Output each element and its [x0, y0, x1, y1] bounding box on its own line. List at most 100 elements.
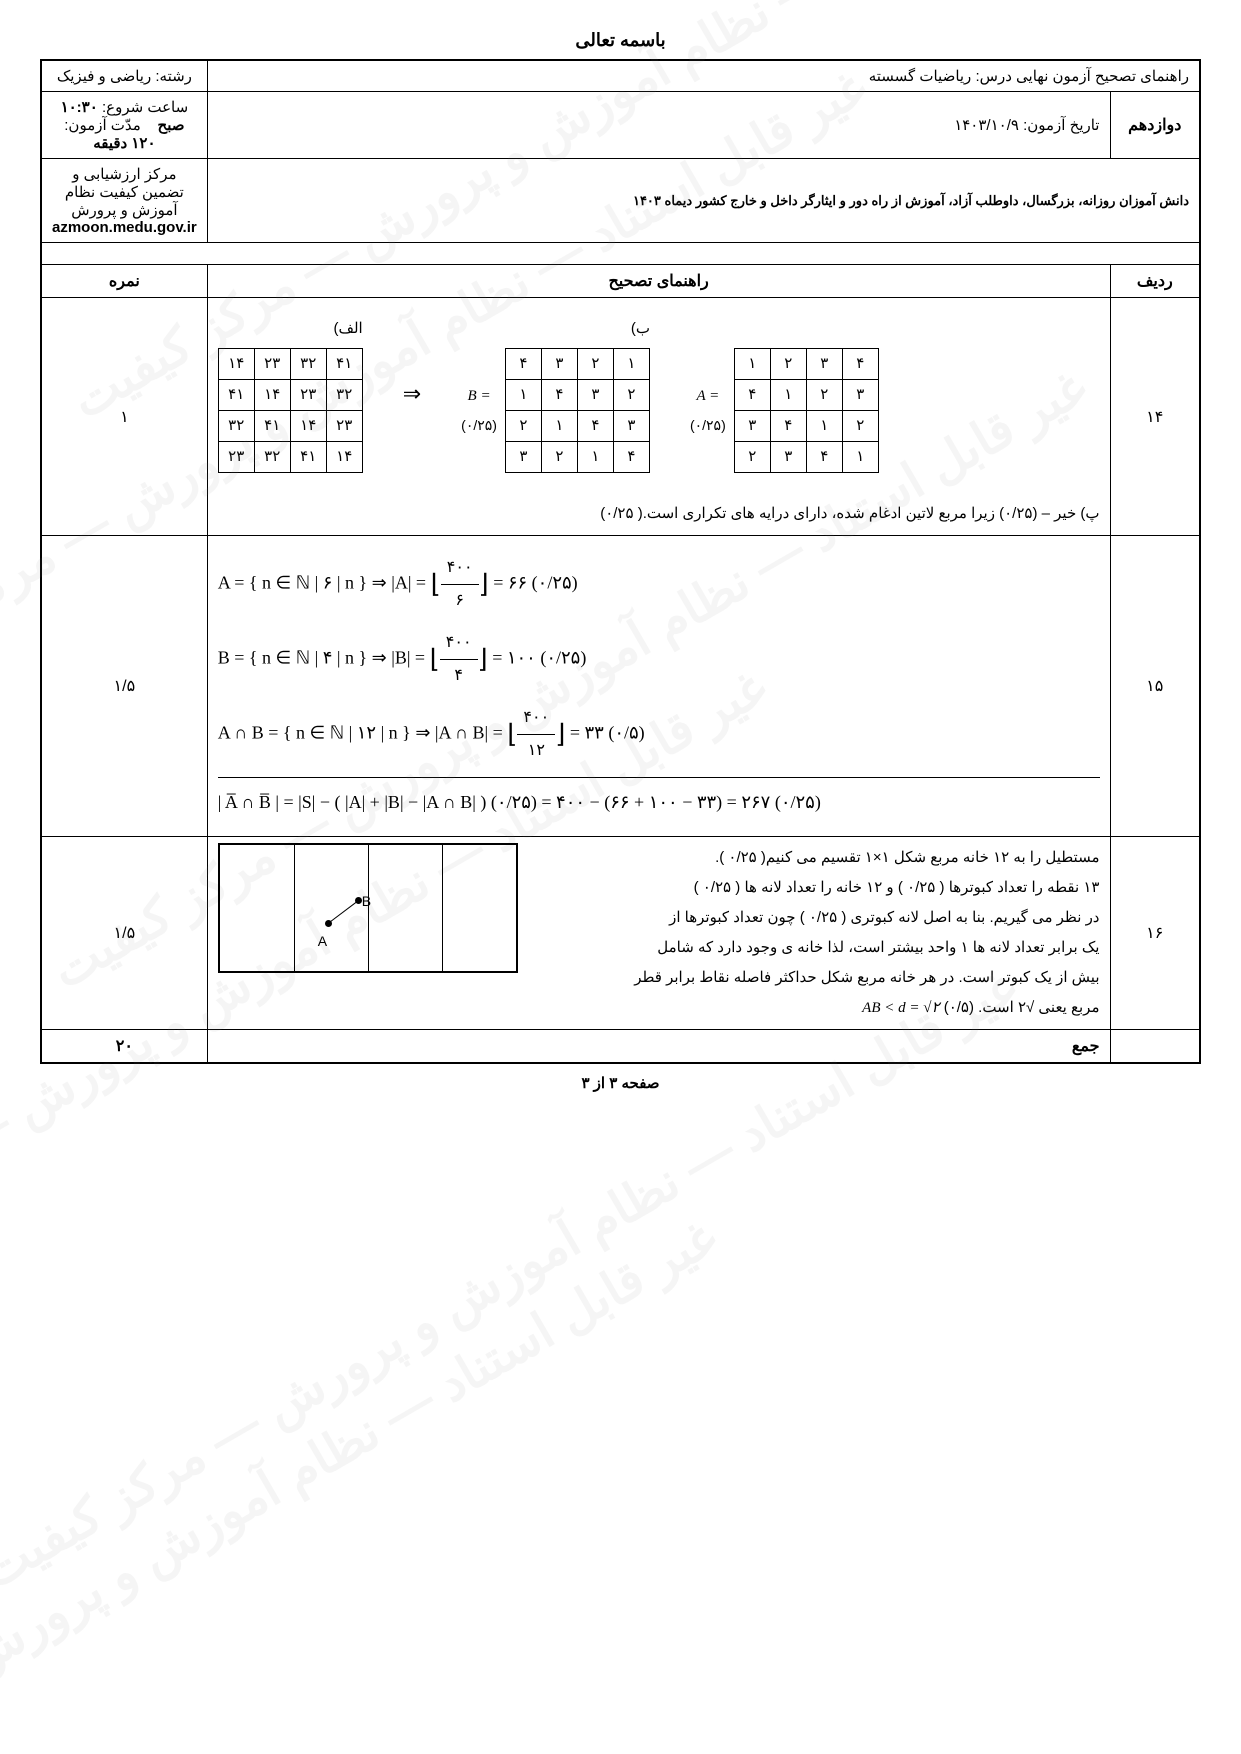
diag-vline [442, 845, 443, 971]
exam-sheet-table: راهنمای تصحیح آزمون نهایی درس: ریاضیات گ… [40, 59, 1201, 1064]
col-header-score: نمره [41, 265, 207, 298]
q14-part-a-block: الف) ۱۴۲۳۳۲۴۱۴۱۱۴۲۳۳۲۳۲۴۱۱۴۲۳۲۳۳۲۴۱۱۴ [218, 314, 363, 473]
header-subject: رشته: ریاضی و فیزیک [41, 60, 207, 92]
duration-label: مدّت آزمون: [64, 117, 141, 134]
q15-score: ۱/۵ [41, 536, 207, 837]
matrix-cell: ۲ [806, 380, 842, 411]
matrix-cell: ۲ [613, 380, 649, 411]
footer-total: ۲۰ [41, 1030, 207, 1064]
matrix-cell: ۳ [505, 442, 541, 473]
matrix-cell: ۱ [806, 411, 842, 442]
A-pts: (۰/۲۵) [690, 417, 726, 433]
q15-l1-num: ۴۰۰ [441, 552, 479, 585]
page-top-title: باسمه تعالی [40, 30, 1201, 51]
q14-matrices: الف) ۱۴۲۳۳۲۴۱۴۱۱۴۲۳۳۲۳۲۴۱۱۴۲۳۲۳۳۲۴۱۱۴ ⇒ … [218, 304, 1100, 483]
matrix-B: ۴۳۲۱۱۴۳۲۲۱۴۳۳۲۱۴ [505, 348, 650, 473]
matrix-cell: ۱ [505, 380, 541, 411]
page-number: صفحه ۳ از ۳ [40, 1074, 1201, 1092]
matrix-cell: ۱ [734, 349, 770, 380]
matrix-cell: ۲ [734, 442, 770, 473]
matrix-cell: ۱۴ [326, 442, 362, 473]
A-eq: A = [696, 388, 719, 404]
q14-A-label: A = (۰/۲۵) [690, 381, 726, 441]
q15-l2-den: ۴ [440, 660, 478, 692]
matrix-cell: ۱ [770, 380, 806, 411]
q14-A-block: A = (۰/۲۵) ۱۲۳۴۴۱۲۳۳۴۱۲۲۳۴۱ [690, 348, 879, 473]
guide-title-text: راهنمای تصحیح آزمون نهایی درس: ریاضیات گ… [869, 68, 1189, 85]
q15-l3-pre: A ∩ B = { n ∈ ℕ | ۱۲ | n } ⇒ |A ∩ B| = [218, 723, 508, 743]
matrix-cell: ۳ [842, 380, 878, 411]
center-name: مرکز ارزشیابی و تضمین کیفیت نظام آموزش و… [52, 165, 197, 219]
q14-B-block: B = (۰/۲۵) ۴۳۲۱۱۴۳۲۲۱۴۳۳۲۱۴ [461, 348, 650, 473]
matrix-cell: ۱۴ [254, 380, 290, 411]
matrix-cell: ۳ [613, 411, 649, 442]
header-center-cell: مرکز ارزشیابی و تضمین کیفیت نظام آموزش و… [41, 159, 207, 243]
q14-score: ۱ [41, 298, 207, 536]
q15-line1: A = { n ∈ ℕ | ۶ | n } ⇒ |A| = ⌊۴۰۰۶⌋ = ۶… [218, 552, 1100, 617]
header-students: دانش آموزان روزانه، بزرگسال، داوطلب آزاد… [207, 159, 1200, 243]
q14-row-num: ۱۴ [1110, 298, 1200, 536]
q15-l1-post: = ۶۶ (۰/۲۵) [493, 573, 577, 593]
header-grade: دوازدهم [1110, 92, 1200, 159]
q16-t5: بیش از یک کبوتر است. در هر خانه مربع شکل… [538, 963, 1100, 993]
matrix-cell: ۱ [842, 442, 878, 473]
exam-date-label: تاریخ آزمون: [1023, 117, 1099, 134]
q15-line4: | A̅ ∩ B̅ | = |S| − ( |A| + |B| − |A ∩ B… [218, 777, 1100, 820]
q15-line2: B = { n ∈ ℕ | ۴ | n } ⇒ |B| = ⌊۴۰۰۴⌋ = ۱… [218, 627, 1100, 692]
matrix-cell: ۱ [577, 442, 613, 473]
matrix-cell: ۳ [734, 411, 770, 442]
matrix-cell: ۲ [505, 411, 541, 442]
matrix-cell: ۲۳ [254, 349, 290, 380]
q16-t4: یک برابر تعداد لانه ها ۱ واحد بیشتر است،… [538, 933, 1100, 963]
header-time-cell: ساعت شروع: ۱۰:۳۰ صبح مدّت آزمون: ۱۲۰ دقی… [41, 92, 207, 159]
matrix-cell: ۴ [842, 349, 878, 380]
col-header-row: ردیف [1110, 265, 1200, 298]
q16-t2: ۱۳ نقطه را تعداد کبوترها ( ۰/۲۵ ) و ۱۲ خ… [538, 873, 1100, 903]
q15-l2-pre: B = { n ∈ ℕ | ۴ | n } ⇒ |B| = [218, 648, 430, 668]
spacer-row [41, 243, 1200, 265]
q16-row-num: ۱۶ [1110, 837, 1200, 1030]
q16-t1: مستطیل را به ۱۲ خانه مربع شکل ۱×۱ تقسیم … [538, 843, 1100, 873]
matrix-result: ۱۴۲۳۳۲۴۱۴۱۱۴۲۳۳۲۳۲۴۱۱۴۲۳۲۳۳۲۴۱۱۴ [218, 348, 363, 473]
matrix-cell: ۴۱ [254, 411, 290, 442]
matrix-cell: ۳۲ [218, 411, 254, 442]
implies-arrow: ⇒ [403, 372, 421, 416]
segment-AB [327, 901, 356, 923]
q16-t6: مربع یعنی √۲ است. (۰/۵) AB < d = √۲ [538, 993, 1100, 1023]
B-eq: B = [468, 388, 491, 404]
matrix-cell: ۴ [734, 380, 770, 411]
matrix-cell: ۴ [770, 411, 806, 442]
matrix-cell: ۳۲ [290, 349, 326, 380]
footer-empty [1110, 1030, 1200, 1064]
q16-content: مستطیل را به ۱۲ خانه مربع شکل ۱×۱ تقسیم … [207, 837, 1110, 1030]
wm-text: غیر قابل استناد — نظام آموزش و پرورش — م… [0, 1208, 726, 1754]
start-label: ساعت شروع: [102, 99, 188, 116]
exam-date-value: ۱۴۰۳/۱۰/۹ [954, 117, 1019, 134]
q15-row-num: ۱۵ [1110, 536, 1200, 837]
matrix-cell: ۱۴ [218, 349, 254, 380]
header-guide-title: راهنمای تصحیح آزمون نهایی درس: ریاضیات گ… [207, 60, 1200, 92]
q15-l2-num: ۴۰۰ [440, 627, 478, 660]
q16-score: ۱/۵ [41, 837, 207, 1030]
students-text: دانش آموزان روزانه، بزرگسال، داوطلب آزاد… [633, 193, 1189, 208]
q15-l1-den: ۶ [441, 585, 479, 617]
q14-result-matrix-block: ۱۴۲۳۳۲۴۱۴۱۱۴۲۳۳۲۳۲۴۱۱۴۲۳۲۳۳۲۴۱۱۴ [218, 348, 363, 473]
matrix-A: ۱۲۳۴۴۱۲۳۳۴۱۲۲۳۴۱ [734, 348, 879, 473]
matrix-cell: ۱۴ [290, 411, 326, 442]
matrix-cell: ۴۱ [326, 349, 362, 380]
matrix-cell: ۲۳ [218, 442, 254, 473]
q14-part-b-block: ب) B = (۰/۲۵) ۴۳۲۱۱۴۳۲۲۱۴۳۳۲۱۴ [461, 314, 650, 473]
matrix-cell: ۲ [842, 411, 878, 442]
diag-vline [294, 845, 295, 971]
q15-line3: A ∩ B = { n ∈ ℕ | ۱۲ | n } ⇒ |A ∩ B| = ⌊… [218, 702, 1100, 767]
footer-sum-label: جمع [207, 1030, 1110, 1064]
q15-l1-pre: A = { n ∈ ℕ | ۶ | n } ⇒ |A| = [218, 573, 431, 593]
matrix-cell: ۴ [541, 380, 577, 411]
matrix-cell: ۳۲ [326, 380, 362, 411]
q16-t6-pre: مربع یعنی √۲ است. (۰/۵) [940, 999, 1100, 1016]
q14-part-c: پ) خیر – (۰/۲۵) زیرا مربع لاتین ادغام شد… [218, 499, 1100, 529]
q15-l3-post: = ۳۳ (۰/۵) [570, 723, 645, 743]
q15-l3-den: ۱۲ [517, 735, 555, 767]
matrix-cell: ۱ [541, 411, 577, 442]
col-header-guide: راهنمای تصحیح [207, 265, 1110, 298]
